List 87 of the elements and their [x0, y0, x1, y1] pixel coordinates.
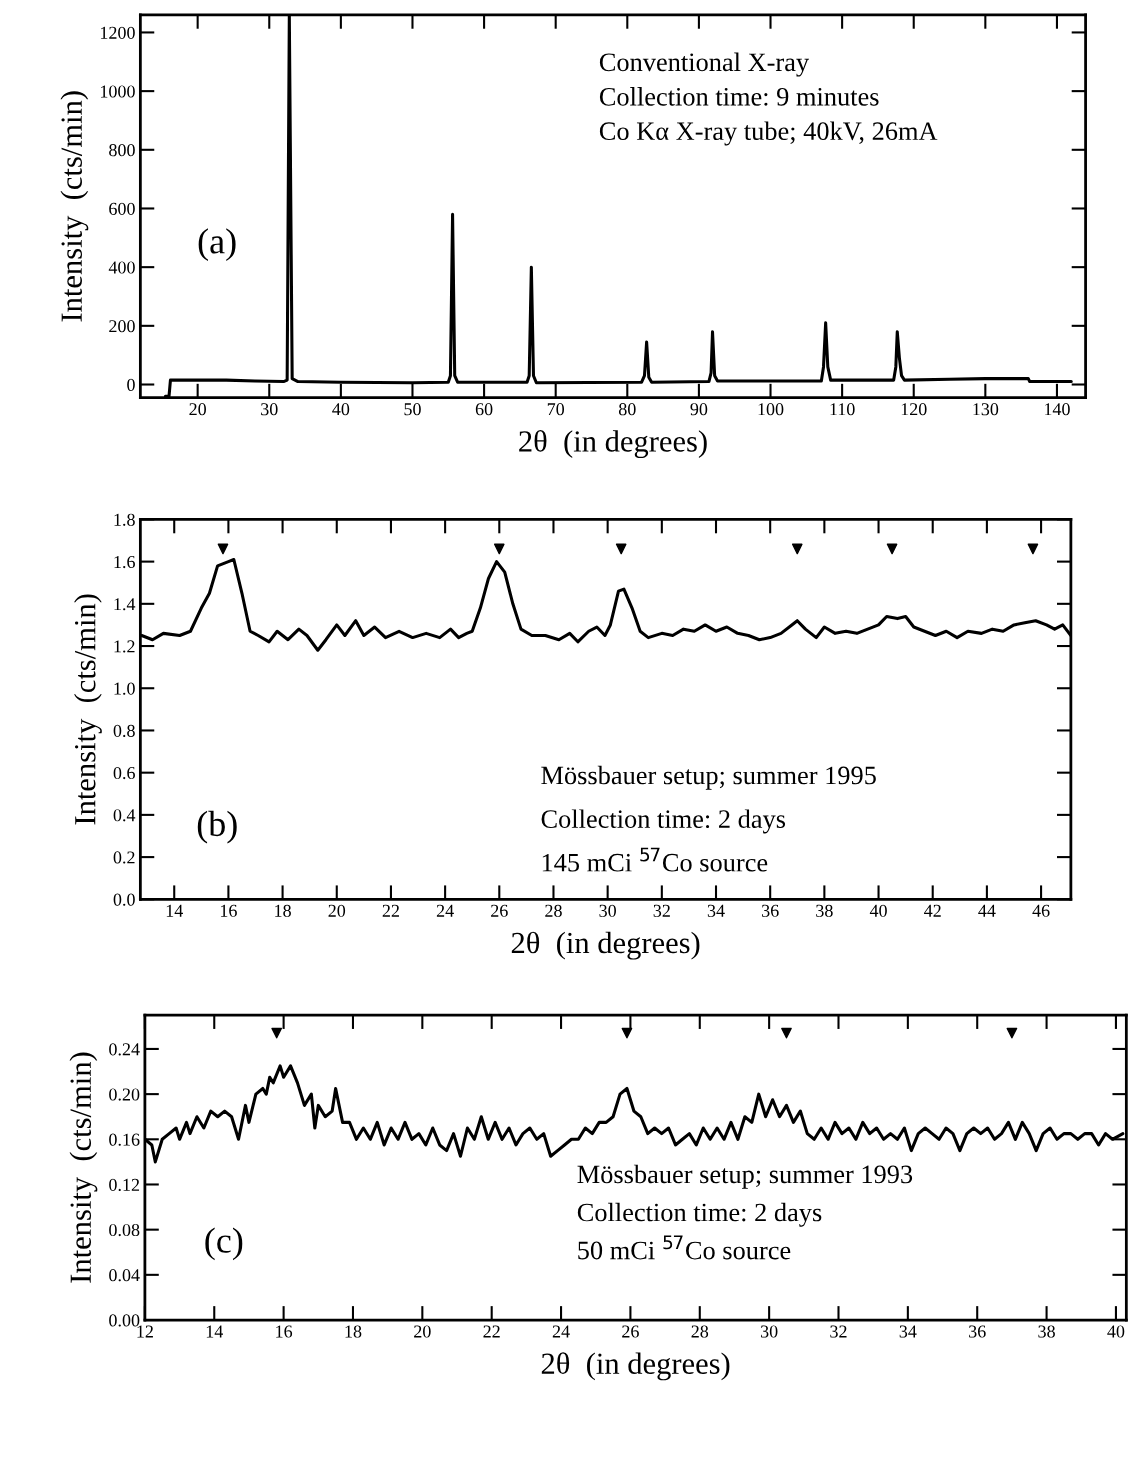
x-tick-label: 140 [1044, 403, 1070, 416]
y-tick-label: 0 [127, 378, 135, 391]
y-tick-label: 0.00 [109, 1314, 140, 1327]
x-axis-title: 2θ (in degrees) [519, 430, 707, 459]
y-tick-label: 0.08 [109, 1223, 140, 1237]
x-tick-label: 50 [404, 403, 421, 416]
x-tick-label: 20 [328, 904, 346, 917]
x-tick-label: 90 [690, 403, 708, 416]
y-axis-title: Intensity (cts/min) [60, 91, 89, 322]
x-tick-label: 22 [382, 904, 399, 917]
x-tick-label: 26 [491, 904, 508, 917]
y-tick-label: 1200 [100, 26, 135, 39]
x-tick-label: 26 [622, 1325, 639, 1338]
y-tick-label: 0.16 [109, 1133, 140, 1146]
x-axis-title: 2θ (in degrees) [511, 931, 700, 960]
x-tick-label: 18 [345, 1325, 362, 1338]
annotation: (b) [197, 810, 237, 844]
annotation: Mössbauer setup; summer 1995 [541, 765, 876, 790]
annotation: Collection time: 2 days [577, 1202, 822, 1227]
x-axis-title: 2θ (in degrees) [541, 1352, 730, 1381]
x-tick-label: 40 [1107, 1325, 1125, 1338]
x-tick-label: 30 [599, 904, 616, 917]
x-tick-label: 44 [978, 904, 996, 917]
annotation: Collection time: 9 minutes [599, 87, 879, 106]
x-tick-label: 20 [414, 1325, 431, 1338]
x-tick-label: 20 [189, 403, 206, 416]
y-tick-label: 1.2 [114, 640, 135, 653]
y-tick-label: 400 [108, 261, 135, 274]
y-tick-label: 0.24 [109, 1043, 140, 1056]
x-tick-label: 60 [475, 403, 493, 416]
x-tick-label: 100 [758, 403, 784, 416]
x-tick-label: 80 [618, 403, 636, 416]
annotation: Mössbauer setup; summer 1993 [577, 1164, 913, 1189]
x-tick-label: 36 [762, 904, 779, 917]
y-tick-label: 1.6 [114, 555, 135, 569]
x-tick-label: 28 [545, 904, 562, 917]
x-tick-label: 14 [166, 904, 183, 917]
x-tick-label: 40 [332, 403, 350, 416]
y-tick-label: 0.4 [113, 809, 136, 822]
x-tick-label: 28 [691, 1325, 709, 1338]
y-tick-label: 800 [109, 144, 135, 157]
y-axis-title: Intensity (cts/min) [74, 594, 102, 825]
x-tick-label: 30 [261, 403, 278, 416]
x-tick-label: 130 [973, 403, 999, 416]
annotation: 145 mCi $^{57}$Co source [542, 847, 768, 872]
x-tick-label: 24 [436, 904, 454, 917]
y-tick-label: 200 [109, 320, 135, 333]
y-tick-label: 0.12 [109, 1178, 140, 1191]
x-tick-label: 14 [206, 1325, 223, 1338]
y-tick-label: 0.8 [113, 724, 135, 737]
x-tick-label: 36 [969, 1325, 986, 1338]
x-tick-label: 34 [707, 904, 725, 917]
annotation: (c) [205, 1227, 243, 1261]
x-tick-label: 32 [830, 1325, 847, 1338]
annotation: (a) [198, 228, 236, 261]
y-tick-label: 0.20 [109, 1088, 140, 1101]
x-tick-label: 42 [924, 904, 941, 917]
x-tick-label: 110 [830, 403, 855, 416]
y-tick-label: 0.6 [113, 766, 135, 780]
y-tick-label: 1.0 [114, 682, 135, 695]
x-tick-label: 22 [483, 1325, 500, 1338]
x-tick-label: 18 [275, 904, 291, 917]
x-tick-label: 38 [1038, 1325, 1055, 1338]
x-tick-label: 40 [869, 904, 887, 917]
annotation: Collection time: 2 days [541, 809, 786, 834]
x-tick-label: 46 [1032, 904, 1050, 917]
x-tick-label: 70 [547, 403, 565, 416]
x-tick-label: 16 [220, 904, 237, 917]
y-tick-label: 600 [109, 202, 135, 215]
x-tick-label: 34 [899, 1325, 917, 1338]
annotation: Co Kα X-ray tube; 40kV, 26mA [599, 121, 938, 146]
x-tick-label: 12 [137, 1325, 153, 1338]
y-tick-label: 0.04 [109, 1269, 140, 1282]
y-tick-label: 0.0 [113, 893, 135, 906]
y-tick-label: 1.4 [114, 598, 136, 611]
y-axis-title: Intensity (cts/min) [69, 1052, 98, 1283]
y-tick-label: 0.2 [113, 851, 135, 864]
x-tick-label: 16 [276, 1325, 293, 1338]
x-tick-label: 24 [552, 1325, 570, 1338]
y-tick-label: 1.8 [114, 513, 135, 526]
annotation: Conventional X-ray [599, 52, 810, 77]
x-tick-label: 30 [760, 1325, 778, 1338]
x-tick-label: 32 [653, 904, 670, 917]
x-tick-label: 120 [901, 403, 927, 416]
y-tick-label: 1000 [100, 85, 135, 98]
annotation: 50 mCi $^{57}$Co source [578, 1235, 791, 1260]
x-tick-label: 38 [816, 904, 833, 917]
